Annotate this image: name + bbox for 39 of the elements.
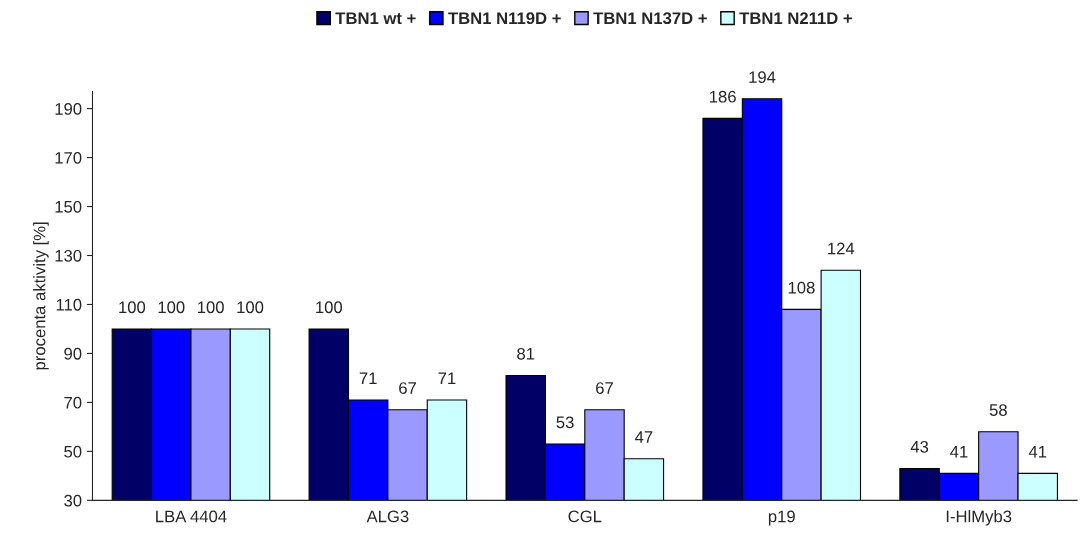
y-tick-label: 70 — [64, 396, 82, 409]
y-tick-label: 110 — [56, 298, 82, 311]
legend-label: TBN1 wt + — [335, 12, 416, 25]
x-tick-label: LBA 4404 — [156, 510, 227, 523]
data-label: 43 — [910, 440, 929, 453]
x-tick-label: ALG3 — [366, 510, 409, 523]
x-tick-label: I-HlMyb3 — [946, 510, 1012, 526]
data-label: 186 — [710, 90, 736, 103]
x-tick-label: p19 — [768, 510, 795, 526]
y-tick-label: 150 — [55, 200, 82, 213]
data-label: 100 — [158, 301, 185, 314]
data-label: 41 — [950, 445, 968, 458]
data-label: 47 — [634, 431, 653, 443]
data-label: 100 — [198, 301, 224, 314]
data-label: 67 — [399, 382, 416, 394]
data-label: 53 — [556, 416, 574, 429]
y-tick-label: 130 — [55, 249, 82, 262]
data-label: 100 — [119, 301, 146, 314]
y-tick-label: 30 — [64, 494, 82, 507]
data-label: 58 — [989, 404, 1007, 416]
legend-label: TBN1 N119D + — [448, 12, 561, 25]
data-label: 71 — [438, 372, 456, 384]
y-tick-label: 90 — [64, 347, 82, 360]
data-label: 124 — [828, 242, 855, 255]
y-tick-label: 170 — [55, 151, 82, 164]
legend-label: TBN1 N211D + — [739, 12, 852, 24]
data-label: 194 — [749, 71, 776, 84]
x-tick-label: CGL — [568, 510, 602, 523]
data-label: 81 — [517, 347, 535, 360]
legend-label: TBN1 N137D + — [593, 12, 707, 25]
data-label: 67 — [596, 382, 613, 394]
y-axis-title: procenta aktivity [%] — [33, 222, 49, 370]
data-label: 71 — [359, 372, 377, 384]
data-label: 41 — [1028, 445, 1047, 458]
y-tick-label: 190 — [55, 103, 82, 115]
y-tick-label: 50 — [64, 445, 82, 458]
data-label: 100 — [237, 301, 264, 314]
data-label: 100 — [316, 301, 343, 314]
data-label: 108 — [788, 281, 815, 294]
